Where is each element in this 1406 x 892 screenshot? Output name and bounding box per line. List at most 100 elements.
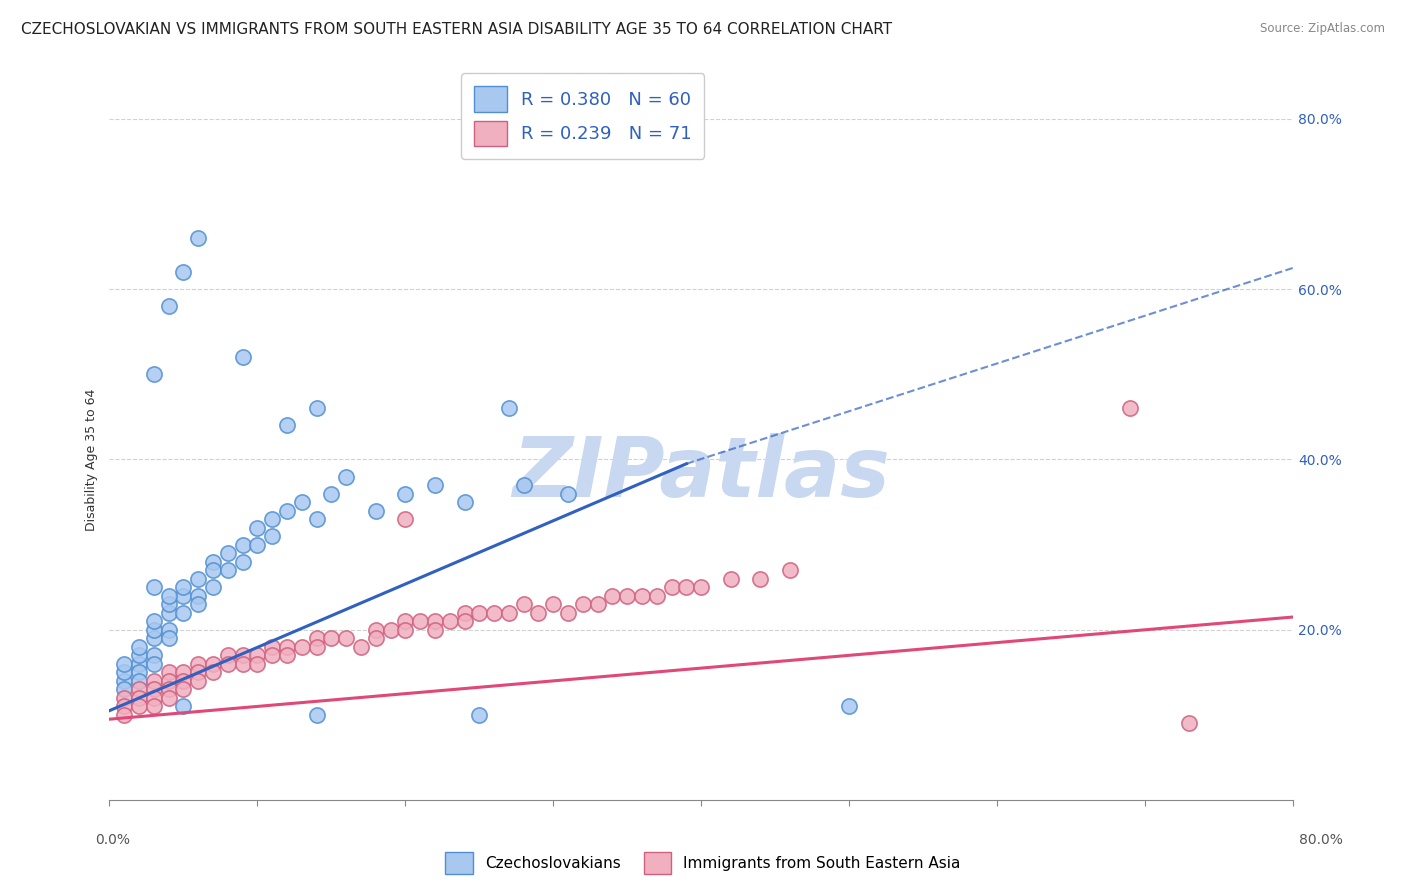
Point — [187, 665, 209, 680]
Point — [291, 640, 314, 654]
Point — [602, 589, 624, 603]
Point — [142, 682, 165, 697]
Point — [364, 503, 387, 517]
Point — [364, 623, 387, 637]
Point — [276, 640, 298, 654]
Point — [512, 597, 534, 611]
Point — [394, 614, 416, 628]
Point — [1119, 401, 1142, 416]
Point — [201, 665, 224, 680]
Point — [128, 673, 150, 688]
Point — [276, 503, 298, 517]
Point — [142, 632, 165, 646]
Point — [112, 657, 135, 671]
Point — [394, 486, 416, 500]
Point — [380, 623, 402, 637]
Point — [217, 657, 239, 671]
Point — [364, 632, 387, 646]
Point — [112, 699, 135, 714]
Point — [631, 589, 654, 603]
Point — [172, 580, 194, 594]
Point — [217, 546, 239, 560]
Point — [232, 657, 254, 671]
Point — [172, 589, 194, 603]
Point — [187, 589, 209, 603]
Point — [291, 495, 314, 509]
Point — [246, 648, 269, 663]
Point — [187, 673, 209, 688]
Point — [142, 648, 165, 663]
Y-axis label: Disability Age 35 to 64: Disability Age 35 to 64 — [86, 388, 98, 531]
Point — [142, 699, 165, 714]
Point — [172, 265, 194, 279]
Point — [305, 707, 328, 722]
Point — [128, 657, 150, 671]
Point — [142, 580, 165, 594]
Point — [232, 555, 254, 569]
Point — [276, 648, 298, 663]
Text: 80.0%: 80.0% — [1299, 833, 1343, 847]
Point — [172, 682, 194, 697]
Point — [246, 538, 269, 552]
Point — [482, 606, 505, 620]
Point — [232, 351, 254, 365]
Point — [305, 640, 328, 654]
Point — [201, 555, 224, 569]
Point — [157, 632, 180, 646]
Point — [586, 597, 609, 611]
Point — [498, 606, 520, 620]
Point — [201, 580, 224, 594]
Point — [187, 572, 209, 586]
Point — [543, 597, 565, 611]
Point — [276, 418, 298, 433]
Point — [453, 606, 475, 620]
Point — [394, 623, 416, 637]
Point — [232, 648, 254, 663]
Point — [616, 589, 638, 603]
Point — [675, 580, 697, 594]
Point — [468, 606, 491, 620]
Point — [572, 597, 595, 611]
Point — [321, 486, 343, 500]
Point — [157, 665, 180, 680]
Point — [423, 614, 446, 628]
Point — [187, 657, 209, 671]
Point — [527, 606, 550, 620]
Point — [262, 648, 284, 663]
Point — [335, 469, 357, 483]
Point — [498, 401, 520, 416]
Point — [112, 665, 135, 680]
Point — [335, 632, 357, 646]
Point — [690, 580, 713, 594]
Point — [409, 614, 432, 628]
Legend: Czechoslovakians, Immigrants from South Eastern Asia: Czechoslovakians, Immigrants from South … — [439, 846, 967, 880]
Point — [142, 623, 165, 637]
Point — [439, 614, 461, 628]
Point — [157, 623, 180, 637]
Point — [557, 486, 579, 500]
Point — [128, 690, 150, 705]
Text: Source: ZipAtlas.com: Source: ZipAtlas.com — [1260, 22, 1385, 36]
Point — [217, 563, 239, 577]
Point — [423, 623, 446, 637]
Point — [645, 589, 668, 603]
Point — [350, 640, 373, 654]
Point — [142, 368, 165, 382]
Point — [112, 707, 135, 722]
Point — [157, 597, 180, 611]
Point — [453, 495, 475, 509]
Point — [262, 529, 284, 543]
Point — [305, 632, 328, 646]
Point — [512, 478, 534, 492]
Point — [157, 690, 180, 705]
Point — [468, 707, 491, 722]
Point — [142, 673, 165, 688]
Point — [157, 606, 180, 620]
Point — [453, 614, 475, 628]
Point — [262, 640, 284, 654]
Legend: R = 0.380   N = 60, R = 0.239   N = 71: R = 0.380 N = 60, R = 0.239 N = 71 — [461, 73, 704, 159]
Point — [394, 512, 416, 526]
Point — [172, 606, 194, 620]
Point — [128, 640, 150, 654]
Point — [172, 665, 194, 680]
